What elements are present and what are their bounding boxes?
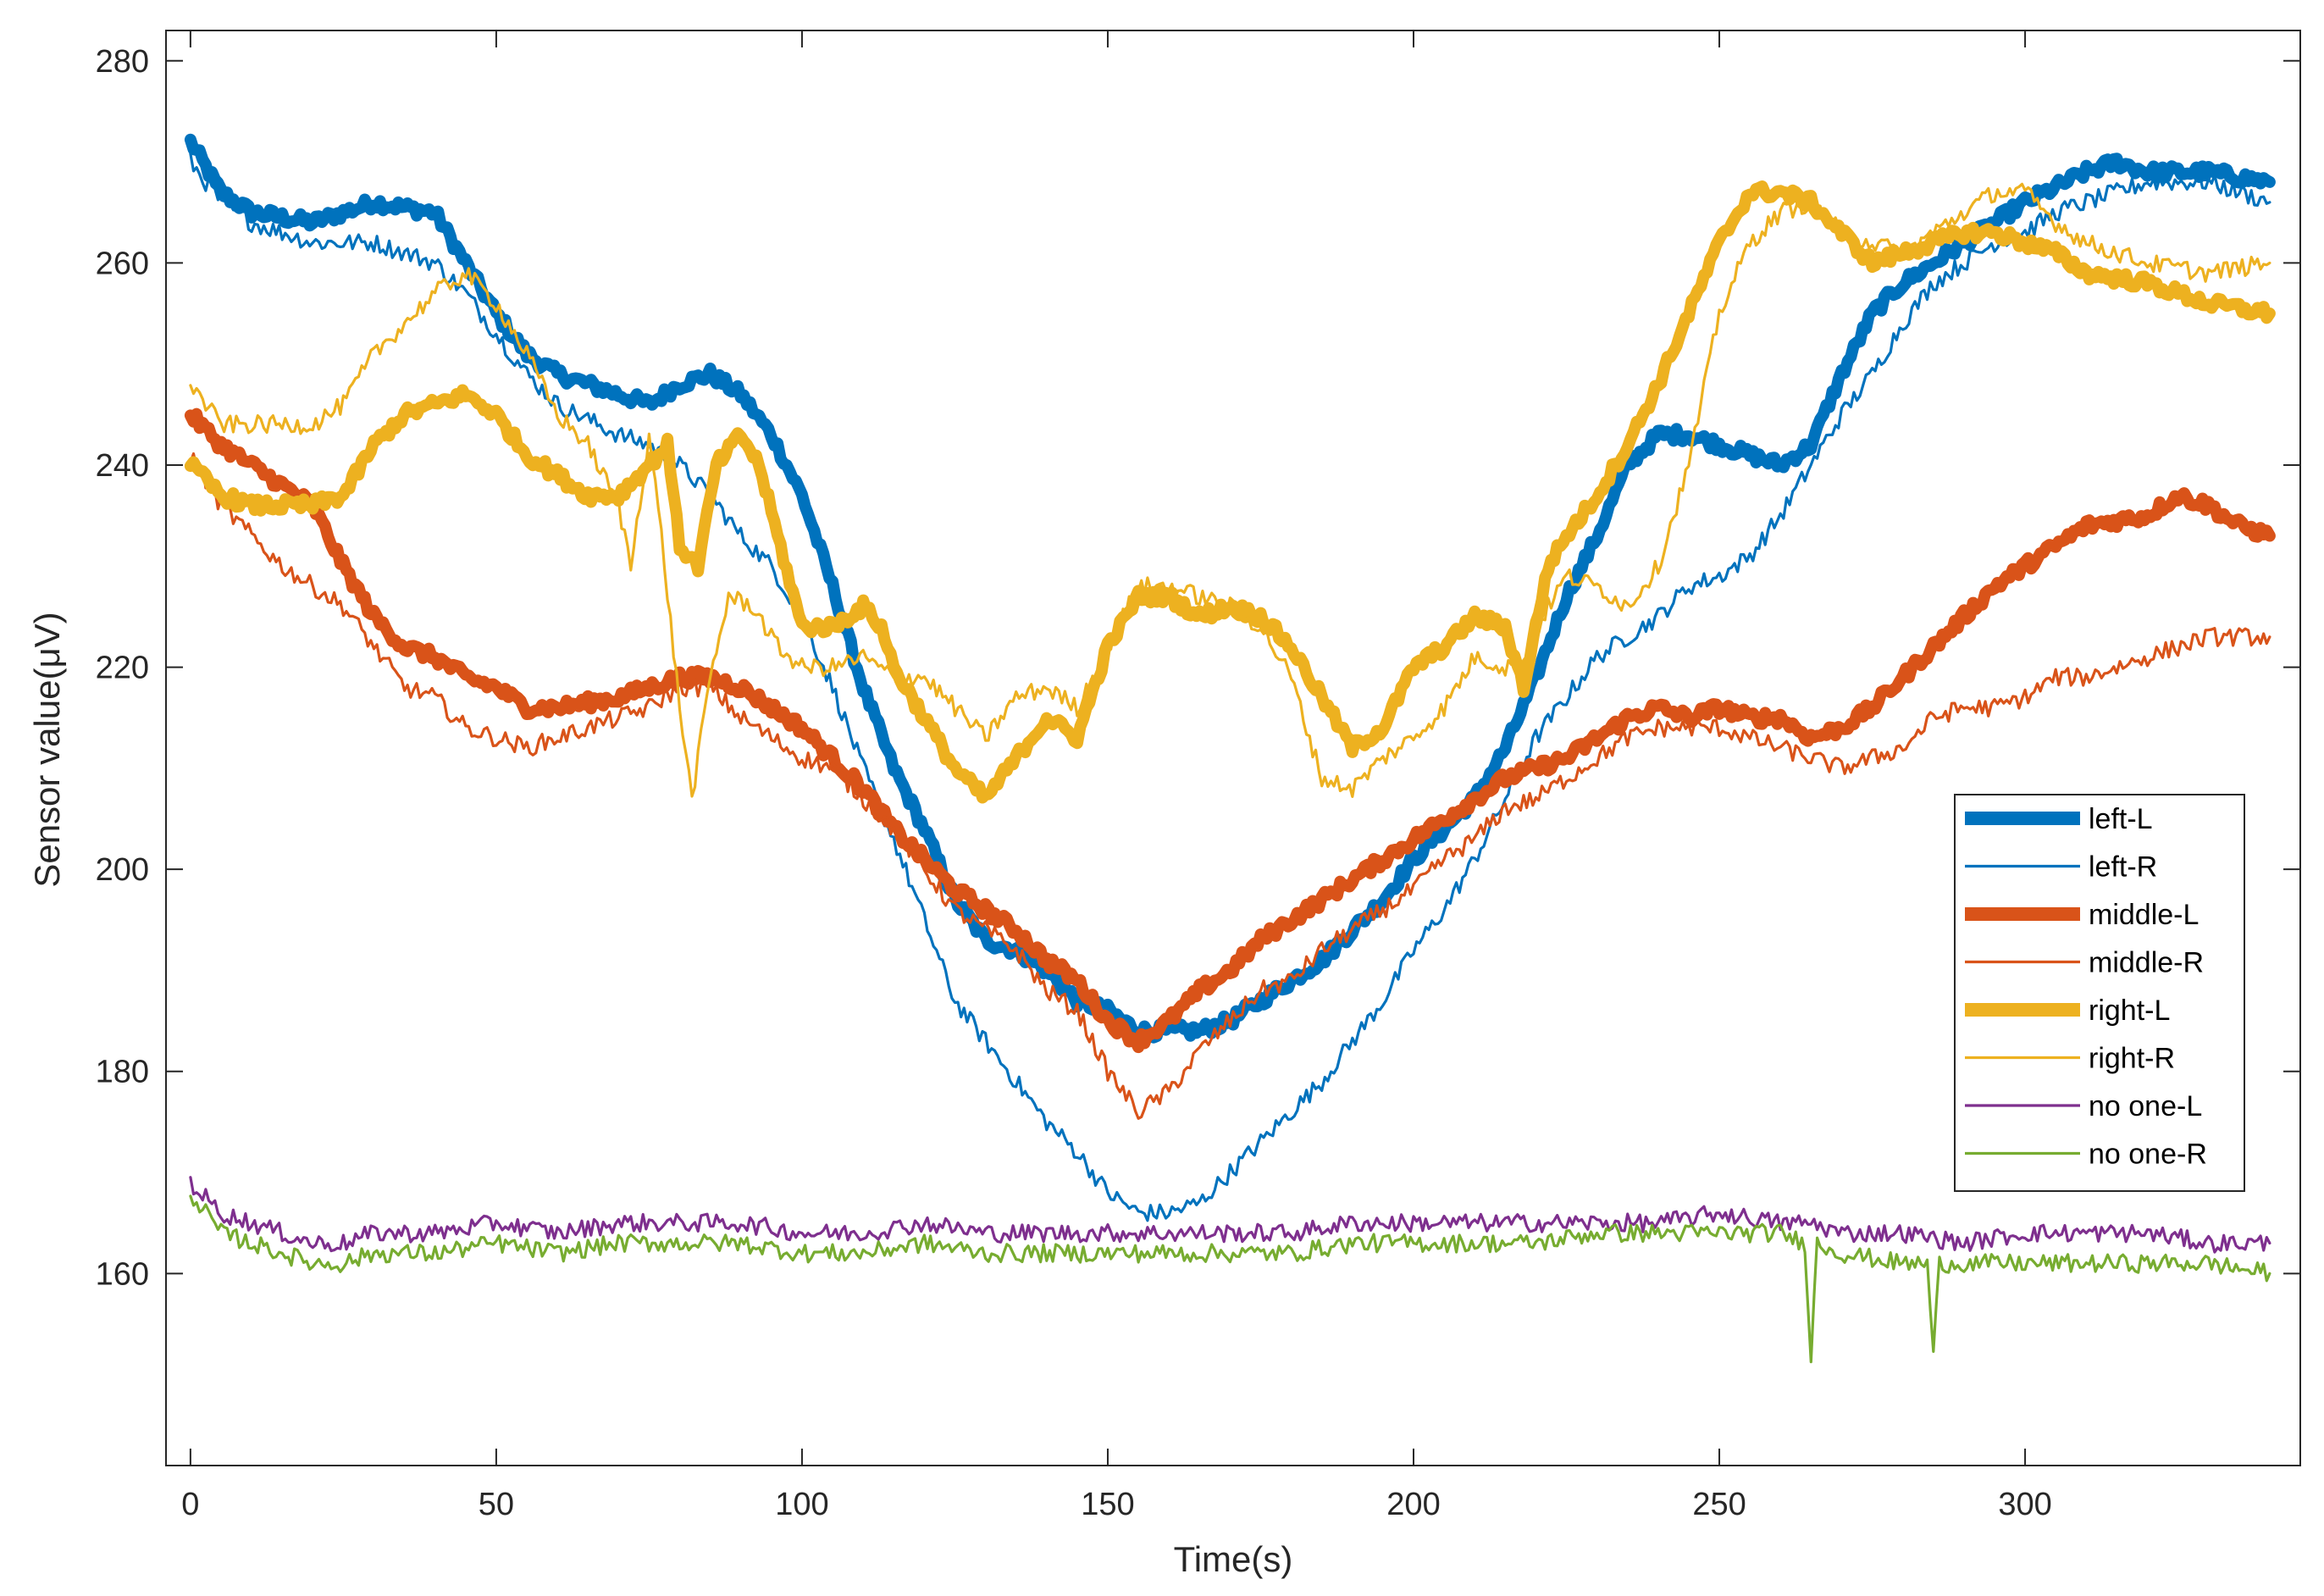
- y-tick-label: 220: [96, 651, 149, 686]
- legend-items: left-L left-R middle-L middle-R right-L right…: [1965, 803, 2207, 1171]
- y-tick-label: 260: [96, 246, 149, 281]
- y-tick-label: 180: [96, 1055, 149, 1090]
- series-line-middle-l: [184, 407, 2276, 1054]
- x-tick-label: 200: [1386, 1487, 1440, 1522]
- y-axis-title: Sensor value(μV): [27, 612, 67, 887]
- x-tick-label: 100: [775, 1487, 828, 1522]
- tick-layer: 0 50 100 150 200 250 300 160 180 200 220 240 260 280: [96, 30, 2300, 1522]
- legend-label-right-r: right-R: [2089, 1043, 2175, 1075]
- y-tick-label: 240: [96, 448, 149, 484]
- series-line-right-r: [189, 182, 2271, 798]
- y-tick-label: 160: [96, 1256, 149, 1292]
- x-tick-label: 250: [1692, 1487, 1746, 1522]
- series-line-middle-r: [189, 452, 2271, 1120]
- legend-label-middle-l: middle-L: [2089, 899, 2199, 931]
- x-tick-label: 50: [479, 1487, 514, 1522]
- y-tick-label: 200: [96, 852, 149, 888]
- x-tick-label: 0: [181, 1487, 199, 1522]
- y-tick-label: 280: [96, 44, 149, 80]
- series-line-left-r: [189, 152, 2271, 1222]
- legend: left-L left-R middle-L middle-R right-L right…: [1954, 794, 2245, 1192]
- legend-label-right-l: right-L: [2089, 995, 2170, 1027]
- legend-label-left-r: left-R: [2089, 851, 2157, 884]
- legend-label-middle-r: middle-R: [2089, 947, 2204, 979]
- x-axis-title: Time(s): [1174, 1539, 1293, 1579]
- series-line-no-one-r: [189, 1194, 2271, 1364]
- legend-label-left-l: left-L: [2089, 803, 2153, 835]
- legend-box: [1954, 794, 2245, 1192]
- legend-label-no-one-r: no one-R: [2089, 1139, 2207, 1171]
- series-layer: [184, 133, 2276, 1364]
- series-line-right-l: [184, 180, 2276, 804]
- x-tick-label: 300: [1998, 1487, 2051, 1522]
- series-line-no-one-l: [189, 1176, 2271, 1254]
- legend-label-no-one-l: no one-L: [2089, 1090, 2202, 1122]
- x-tick-label: 150: [1081, 1487, 1134, 1522]
- plot-area: [165, 30, 2301, 1466]
